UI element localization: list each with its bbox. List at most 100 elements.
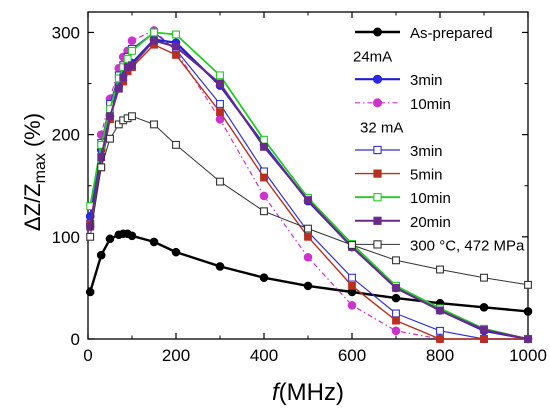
legend-header: 24mA — [353, 49, 392, 66]
data-point — [260, 142, 268, 151]
data-point — [150, 120, 158, 129]
data-point — [392, 256, 400, 265]
series-layer — [85, 26, 533, 344]
data-point — [172, 30, 180, 39]
x-tick-label: 800 — [426, 346, 454, 365]
data-point — [259, 273, 269, 282]
data-point — [123, 55, 132, 63]
y-tick-label: 100 — [52, 228, 80, 247]
series-line — [89, 29, 528, 340]
x-tick-label: 200 — [162, 346, 190, 365]
series-4 — [86, 40, 532, 343]
series-0 — [85, 229, 533, 316]
series-line — [89, 44, 528, 340]
data-point — [436, 335, 444, 343]
data-point — [259, 191, 269, 201]
y-axis-label: ΔZ/Zmax(%) — [20, 113, 49, 231]
legend-marker — [373, 193, 382, 202]
data-point — [215, 262, 225, 271]
data-point — [127, 36, 137, 45]
legend-label: 20min — [410, 214, 451, 231]
data-point — [523, 307, 533, 316]
legend: As-prepared 24mA 3min 10min 32 mA 3min 5min 10m… — [353, 25, 525, 254]
data-point — [216, 79, 224, 88]
data-point — [150, 36, 158, 45]
x-axis-label: f(MHz) — [272, 379, 344, 406]
data-point — [303, 281, 313, 291]
x-tick-label: 0 — [83, 346, 92, 365]
data-point — [303, 252, 313, 262]
data-point — [172, 42, 180, 51]
data-point — [348, 273, 356, 282]
x-tick-label: 600 — [338, 346, 366, 365]
data-point — [348, 281, 356, 290]
data-point — [128, 112, 136, 121]
data-point — [391, 326, 401, 336]
data-point — [480, 325, 488, 334]
series-line — [89, 31, 529, 340]
data-point — [216, 100, 224, 108]
data-point — [479, 303, 489, 312]
data-point — [150, 28, 158, 37]
data-point — [216, 177, 224, 186]
data-point — [260, 173, 268, 182]
legend-marker — [373, 169, 382, 178]
legend-marker — [373, 98, 382, 108]
legend-label: As-prepared — [410, 25, 493, 42]
x-tick-label: 400 — [250, 346, 278, 365]
legend-marker — [373, 240, 382, 249]
series-1 — [85, 35, 533, 344]
data-point — [436, 326, 444, 335]
data-point — [114, 84, 123, 93]
data-point — [119, 73, 128, 82]
data-point — [436, 306, 444, 315]
data-point — [86, 222, 95, 231]
data-point — [171, 247, 181, 257]
data-point — [304, 232, 312, 241]
y-tick-label: 300 — [52, 23, 80, 42]
x-tick-label: 1000 — [509, 346, 547, 365]
data-point — [348, 241, 356, 249]
legend-marker — [373, 145, 382, 155]
legend-marker — [373, 27, 382, 37]
series-line — [89, 31, 528, 340]
legend-marker — [373, 216, 382, 225]
data-point — [128, 46, 136, 55]
data-point — [97, 163, 106, 172]
series-6 — [86, 36, 532, 343]
data-point — [260, 207, 268, 216]
legend-label: 3min — [410, 72, 443, 89]
data-point — [106, 134, 114, 143]
data-point — [347, 300, 357, 310]
data-point — [128, 61, 136, 70]
data-point — [172, 51, 180, 59]
legend-label: 3min — [410, 143, 443, 160]
legend-label: 10min — [410, 96, 451, 113]
series-5 — [86, 28, 532, 343]
data-point — [392, 316, 400, 325]
legend-marker — [373, 74, 382, 84]
series-3 — [86, 28, 532, 343]
legend-label: 10min — [410, 190, 451, 207]
data-point — [480, 273, 488, 282]
series-7 — [86, 112, 532, 289]
data-point — [304, 196, 312, 204]
series-2 — [85, 26, 533, 344]
data-point — [524, 335, 532, 343]
data-point — [480, 335, 488, 343]
data-point — [392, 284, 400, 292]
data-point — [86, 232, 95, 241]
data-point — [106, 112, 114, 121]
data-point — [127, 231, 137, 241]
series-line — [89, 38, 529, 341]
legend-label: 5min — [410, 167, 443, 184]
data-point — [85, 287, 95, 297]
legend-header: 32 mA — [360, 119, 403, 136]
data-point — [216, 71, 224, 80]
data-point — [304, 224, 312, 233]
data-point — [114, 120, 123, 129]
data-point — [436, 265, 444, 274]
series-line — [89, 39, 529, 340]
data-point — [105, 234, 115, 244]
